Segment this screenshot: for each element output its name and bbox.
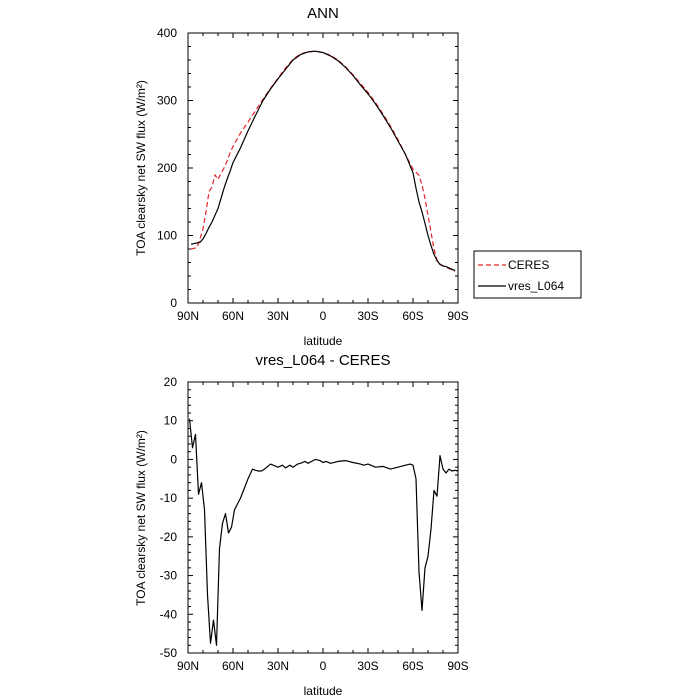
x-tick-label: 90S — [447, 659, 468, 673]
x-tick-label: 0 — [320, 309, 327, 323]
top-x-axis-label: latitude — [304, 334, 343, 348]
bottom-x-axis-label: latitude — [304, 684, 343, 698]
y-tick-label: 20 — [164, 375, 178, 389]
x-tick-label: 30S — [357, 659, 378, 673]
y-tick-label: -50 — [160, 646, 178, 660]
x-tick-label: 60N — [222, 659, 244, 673]
top-ticks: 90N 60N 30N 0 30S 60S 90S 0 100 200 300 400 — [157, 26, 469, 323]
bottom-ticks: 90N 60N 30N 0 30S 60S 90S -50 -40 -30 -20 -10 0 10 20 — [160, 375, 469, 673]
bottom-series — [188, 418, 459, 646]
y-tick-label: -40 — [160, 607, 178, 621]
x-tick-label: 0 — [320, 659, 327, 673]
legend: CERES vres_L064 — [473, 250, 582, 299]
y-tick-label: -20 — [160, 530, 178, 544]
y-tick-label: 300 — [157, 94, 177, 108]
x-tick-label: 90S — [447, 309, 468, 323]
y-tick-label: 100 — [157, 229, 177, 243]
x-tick-label: 30S — [357, 309, 378, 323]
legend-label-vres: vres_L064 — [508, 279, 564, 293]
y-tick-label: 200 — [157, 161, 177, 175]
top-y-axis-label: TOA clearsky net SW flux (W/m²) — [134, 80, 148, 256]
legend-box — [473, 250, 582, 299]
top-plot-frame — [187, 32, 459, 304]
y-tick-label: 10 — [164, 414, 178, 428]
y-tick-label: -10 — [160, 491, 178, 505]
x-tick-label: 90N — [177, 659, 199, 673]
series-line-vres-l064 — [190, 50, 456, 272]
bottom-panel: vres_L064 - CERES 90N 60N 30N 0 30S 60S 90S -50… — [134, 352, 469, 698]
x-tick-label: 60S — [402, 659, 423, 673]
y-tick-label: 400 — [157, 26, 177, 40]
top-chart-title: ANN — [307, 5, 339, 22]
y-tick-label: -30 — [160, 569, 178, 583]
legend-label-ceres: CERES — [508, 258, 549, 272]
bottom-chart-title: vres_L064 - CERES — [255, 352, 390, 369]
y-tick-label: 0 — [170, 296, 177, 310]
bottom-y-axis-label: TOA clearsky net SW flux (W/m²) — [134, 430, 148, 606]
series-line-vres-l064-ceres — [188, 418, 459, 646]
y-tick-label: 0 — [170, 452, 177, 466]
x-tick-label: 60S — [402, 309, 423, 323]
x-tick-label: 60N — [222, 309, 244, 323]
x-tick-label: 30N — [267, 309, 289, 323]
x-tick-label: 30N — [267, 659, 289, 673]
series-line-ceres — [190, 50, 456, 272]
x-tick-label: 90N — [177, 309, 199, 323]
top-series — [190, 50, 456, 272]
top-panel: ANN 90N 60N 30N 0 30S 60S 90S 0 100 200 300 400 lat… — [134, 5, 469, 348]
